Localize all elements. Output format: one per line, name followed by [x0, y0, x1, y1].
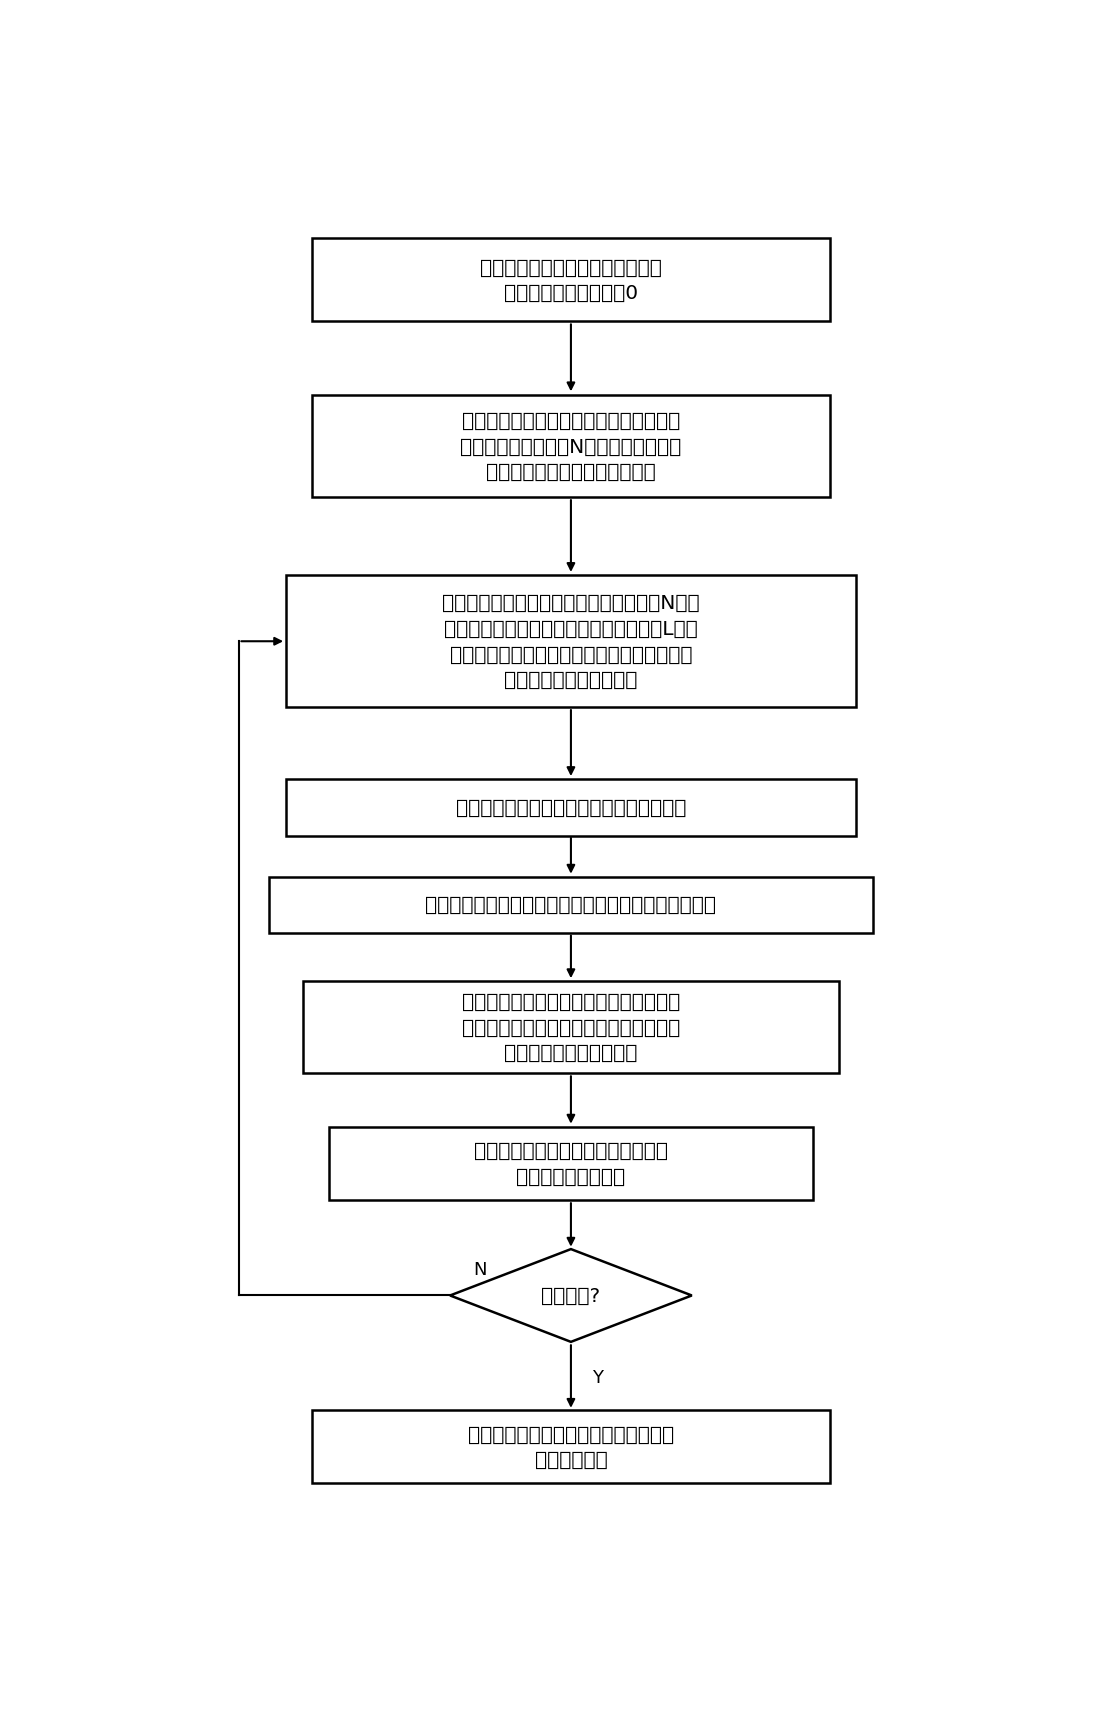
FancyBboxPatch shape [312, 239, 830, 322]
Text: N: N [473, 1261, 487, 1278]
FancyBboxPatch shape [268, 877, 873, 934]
FancyBboxPatch shape [330, 1128, 813, 1201]
Polygon shape [450, 1249, 692, 1342]
Text: 此时的当前计步总数即为整个运动过程
中的计步总数: 此时的当前计步总数即为整个运动过程 中的计步总数 [468, 1424, 674, 1469]
FancyBboxPatch shape [312, 1410, 830, 1484]
Text: 将当前时间窗口的下一个时间窗口作
为新的当前时间窗口: 将当前时间窗口的下一个时间窗口作 为新的当前时间窗口 [473, 1142, 668, 1187]
Text: 检测自相关函数的波峰个数作为当前时间
窗口内的计步数，将其与当前计步总数相
加作为新的当前计步总数: 检测自相关函数的波峰个数作为当前时间 窗口内的计步数，将其与当前计步总数相 加作… [462, 991, 680, 1062]
Text: 采集当前时间窗口的下一个时间窗口内的N个三
轴加速度数据，计算模值并存储，取出前L个数
据的模值与上一时间窗口内的模值合并，将合
并后的数据作为采样数据: 采集当前时间窗口的下一个时间窗口内的N个三 轴加速度数据，计算模值并存储，取出前… [442, 593, 700, 690]
Text: 选取一个时间窗口作为当前时间窗口，采
集当前时间窗口内的N个三轴加速度数据
并计算出模值，将模值进行存储: 选取一个时间窗口作为当前时间窗口，采 集当前时间窗口内的N个三轴加速度数据 并计… [460, 412, 682, 483]
FancyBboxPatch shape [312, 396, 830, 498]
Text: 计步结束?: 计步结束? [541, 1285, 600, 1304]
Text: 通过滑动平均滤波方法对采样数据进行滤波: 通过滑动平均滤波方法对采样数据进行滤波 [456, 798, 686, 817]
FancyBboxPatch shape [286, 576, 856, 708]
Text: 对滤波后的采样数据进行自相关运算，得到自相关函数: 对滤波后的采样数据进行自相关运算，得到自相关函数 [426, 896, 716, 915]
Text: Y: Y [593, 1368, 604, 1386]
FancyBboxPatch shape [303, 981, 839, 1074]
FancyBboxPatch shape [286, 780, 856, 836]
Text: 确定时间窗口长度以及采样频率，
初始化当前计步总数为0: 确定时间窗口长度以及采样频率， 初始化当前计步总数为0 [480, 258, 662, 303]
